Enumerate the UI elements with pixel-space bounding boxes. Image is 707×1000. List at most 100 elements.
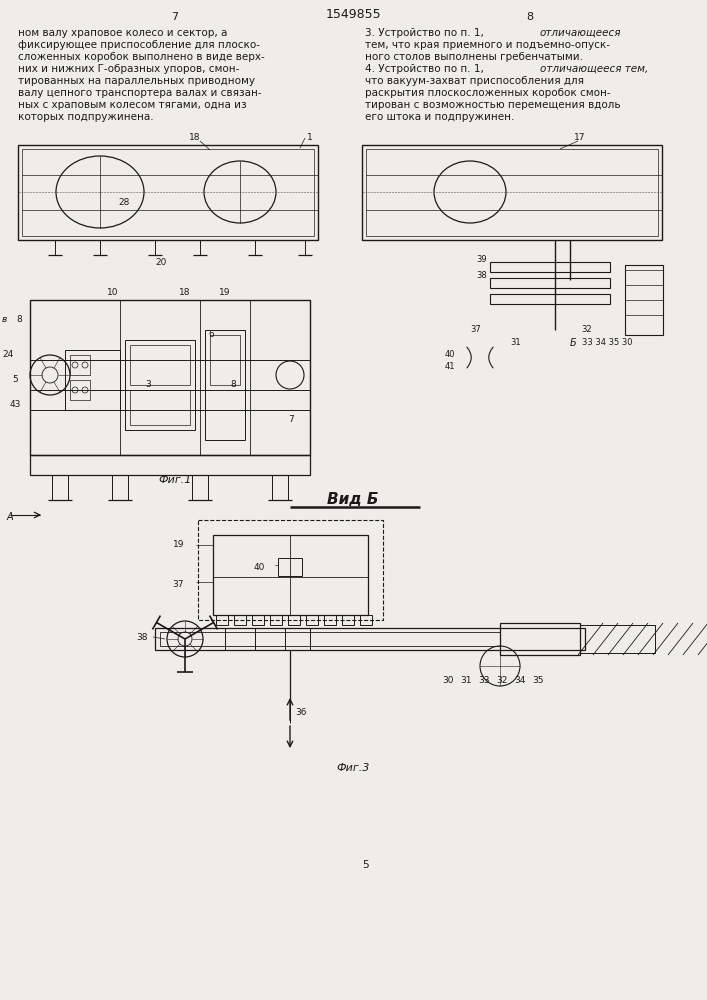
Bar	[192, 475, 208, 500]
Bar	[490, 294, 610, 304]
Text: фиксирующее приспособление для плоско-: фиксирующее приспособление для плоско-	[18, 40, 260, 50]
Text: 1: 1	[307, 133, 313, 142]
Text: тирован с возможностью перемещения вдоль: тирован с возможностью перемещения вдоль	[365, 100, 621, 110]
Bar	[160, 632, 500, 646]
Text: 18: 18	[189, 133, 201, 142]
Bar	[288, 615, 300, 625]
Bar	[52, 475, 68, 500]
Text: 32: 32	[496, 676, 508, 685]
Text: что вакуум-захват приспособления для: что вакуум-захват приспособления для	[365, 76, 584, 86]
Bar	[362, 145, 662, 240]
Text: 7: 7	[171, 12, 179, 22]
Text: них и нижних Г-образных упоров, смон-: них и нижних Г-образных упоров, смон-	[18, 64, 240, 74]
Text: 43: 43	[10, 400, 21, 409]
Text: 34: 34	[514, 676, 526, 685]
Bar	[272, 475, 288, 500]
Text: валу цепного транспортера валах и связан-: валу цепного транспортера валах и связан…	[18, 88, 262, 98]
Text: Фиг.3: Фиг.3	[337, 763, 370, 773]
Text: Б: Б	[570, 338, 577, 348]
Bar	[30, 300, 310, 455]
Text: 5: 5	[12, 375, 18, 384]
Text: сложенных коробок выполнено в виде верх-: сложенных коробок выполнено в виде верх-	[18, 52, 264, 62]
Bar	[234, 615, 246, 625]
Text: 19: 19	[173, 540, 184, 549]
Text: A: A	[7, 512, 13, 522]
Text: 10: 10	[107, 288, 119, 297]
Text: 8: 8	[230, 380, 235, 389]
Text: 32: 32	[581, 325, 592, 334]
Text: 31: 31	[510, 338, 520, 347]
Bar	[18, 145, 318, 240]
Text: 18: 18	[180, 288, 191, 297]
Text: 28: 28	[118, 198, 129, 207]
Text: ных с храповым колесом тягами, одна из: ных с храповым колесом тягами, одна из	[18, 100, 247, 110]
Text: ном валу храповое колесо и сектор, а: ном валу храповое колесо и сектор, а	[18, 28, 228, 38]
Bar	[130, 390, 190, 425]
Bar	[70, 380, 90, 400]
Text: 37: 37	[470, 325, 481, 334]
Bar	[112, 475, 128, 500]
Text: его штока и подпружинен.: его штока и подпружинен.	[365, 112, 515, 122]
Bar	[490, 262, 610, 272]
Text: 24: 24	[2, 350, 13, 359]
Text: 33 34 35 30: 33 34 35 30	[582, 338, 633, 347]
Text: 8: 8	[16, 315, 22, 324]
Text: 39: 39	[477, 255, 487, 264]
Bar	[210, 335, 240, 385]
Text: раскрытия плоскосложенных коробок смон-: раскрытия плоскосложенных коробок смон-	[365, 88, 611, 98]
Bar	[216, 615, 228, 625]
Text: 33: 33	[478, 676, 490, 685]
Text: 37: 37	[173, 580, 184, 589]
Text: 40: 40	[254, 563, 265, 572]
Bar	[278, 558, 302, 576]
Text: 40: 40	[445, 350, 455, 359]
Bar	[22, 149, 314, 236]
Text: ного столов выполнены гребенчатыми.: ного столов выполнены гребенчатыми.	[365, 52, 583, 62]
Text: Вид Б: Вид Б	[327, 492, 379, 507]
Text: 17: 17	[574, 133, 586, 142]
Text: Фиг.1: Фиг.1	[158, 475, 192, 485]
Text: 38: 38	[136, 633, 148, 642]
Text: 30: 30	[443, 676, 454, 685]
Text: отличающееся тем,: отличающееся тем,	[540, 64, 648, 74]
Bar	[360, 615, 372, 625]
Text: которых подпружинена.: которых подпружинена.	[18, 112, 153, 122]
Bar	[205, 330, 245, 440]
Text: 41: 41	[445, 362, 455, 371]
Text: 3: 3	[145, 380, 151, 389]
Text: в: в	[2, 315, 7, 324]
Text: 1549855: 1549855	[325, 8, 381, 21]
Bar	[490, 278, 610, 288]
Bar	[500, 623, 580, 655]
Text: тем, что края приемного и подъемно-опуск-: тем, что края приемного и подъемно-опуск…	[365, 40, 610, 50]
Bar	[198, 520, 383, 620]
Bar	[125, 340, 195, 430]
Text: 20: 20	[155, 258, 166, 267]
Bar	[155, 628, 585, 650]
Bar	[342, 615, 354, 625]
Bar	[213, 535, 368, 615]
Text: 8: 8	[527, 12, 534, 22]
Text: 7: 7	[288, 415, 293, 424]
Text: 36: 36	[295, 708, 307, 717]
Text: отличающееся: отличающееся	[540, 28, 621, 38]
Bar	[252, 615, 264, 625]
Text: тированных на параллельных приводному: тированных на параллельных приводному	[18, 76, 255, 86]
Text: 5: 5	[362, 860, 368, 870]
Text: 31: 31	[460, 676, 472, 685]
Text: 4. Устройство по п. 1,: 4. Устройство по п. 1,	[365, 64, 487, 74]
Text: 3. Устройство по п. 1,: 3. Устройство по п. 1,	[365, 28, 487, 38]
Text: 38: 38	[477, 271, 487, 280]
Bar	[70, 355, 90, 375]
Bar	[625, 265, 663, 335]
Bar	[580, 625, 655, 653]
Bar	[30, 455, 310, 475]
Text: 19: 19	[219, 288, 230, 297]
Bar	[270, 615, 282, 625]
Bar	[65, 350, 120, 410]
Bar	[324, 615, 336, 625]
Bar	[366, 149, 658, 236]
Text: 35: 35	[532, 676, 544, 685]
Bar	[306, 615, 318, 625]
Text: 6: 6	[208, 330, 214, 339]
